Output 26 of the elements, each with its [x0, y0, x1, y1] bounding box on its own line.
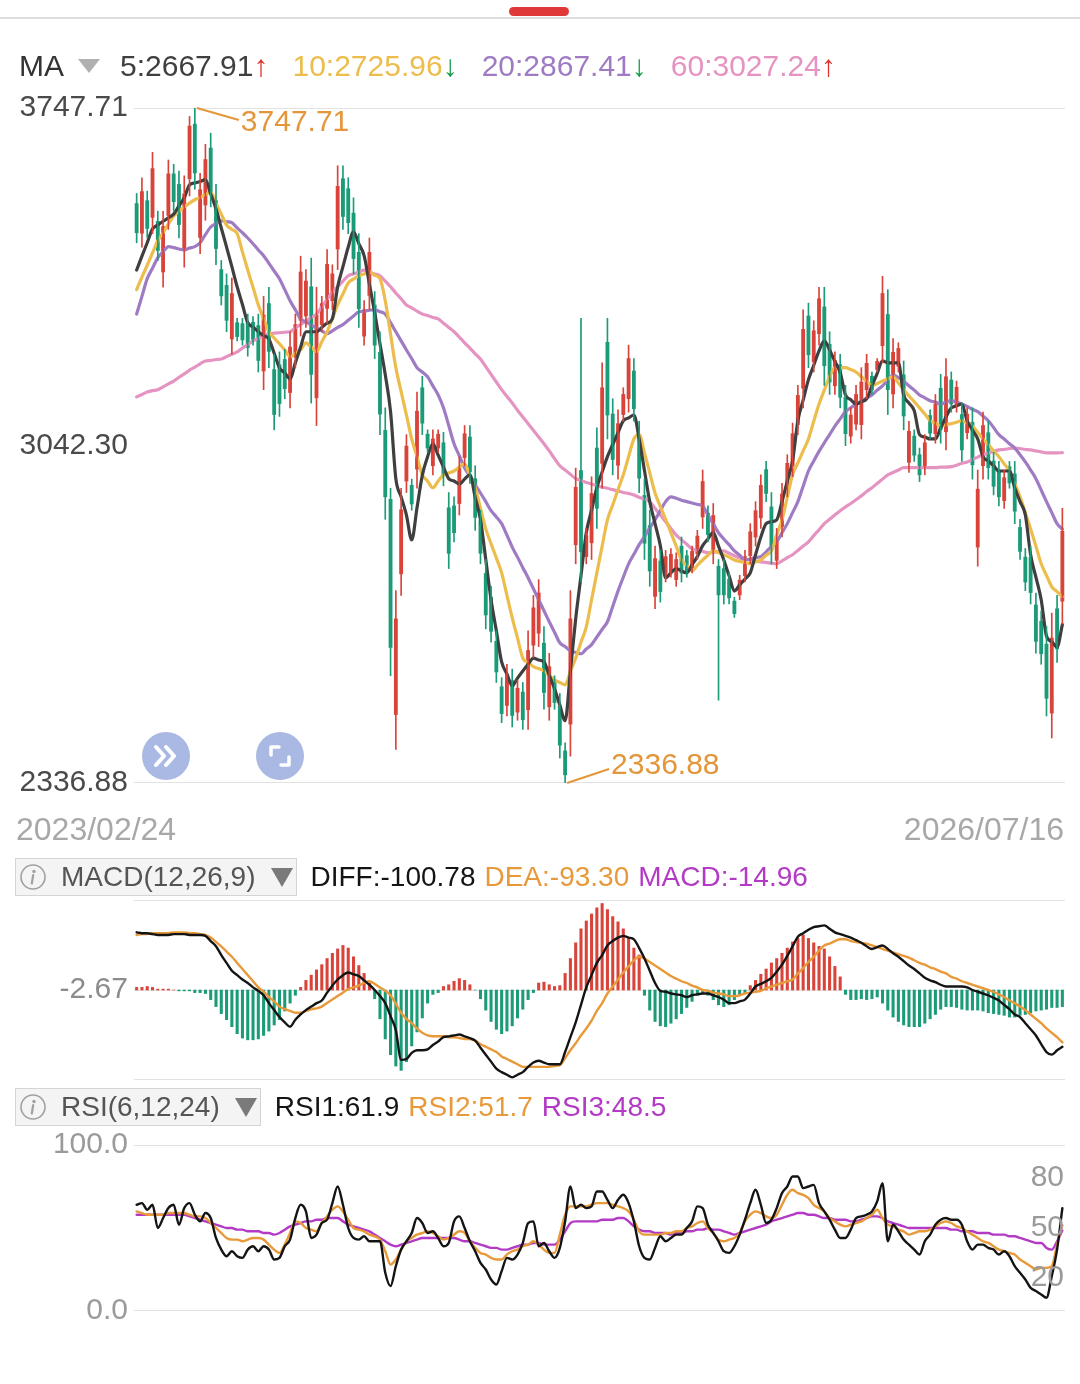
legend-title: MA — [19, 49, 64, 83]
text: 2023/02/24 — [16, 810, 177, 847]
y-tick-label: 100.0 — [52, 1126, 128, 1160]
text: 60:3027.24↑ — [670, 49, 836, 83]
text: 3747.71 — [240, 104, 350, 138]
text: DIFF:-100.78 — [310, 861, 476, 893]
text: -2.67 — [59, 971, 128, 1005]
text: 10:2725.96↓ — [292, 49, 458, 83]
legend-title: RSI(6,12,24) — [61, 1091, 220, 1123]
legend-title: MACD(12,26,9) — [61, 861, 256, 893]
text: DEA:-93.30 — [484, 861, 630, 893]
text: RSI1:61.9 — [274, 1091, 400, 1123]
y-tick-label: 0.0 — [86, 1292, 128, 1326]
text: 20:2867.41↓ — [481, 49, 647, 83]
series-label: MACD:-14.96 — [638, 861, 808, 893]
y2-tick-label: 80 — [1030, 1159, 1064, 1193]
y-tick-label: 3747.71 — [19, 89, 128, 123]
y-tick-label: 2336.88 — [19, 764, 128, 798]
text: RSI2:51.7 — [408, 1091, 533, 1123]
text: 2336.88 — [611, 747, 720, 781]
indicator-selector: MACD(12,26,9) — [15, 858, 297, 896]
y-tick-label: 3042.30 — [19, 426, 128, 460]
text: 2026/07/16 — [903, 810, 1064, 847]
indicator-selector: RSI(6,12,24) — [15, 1088, 261, 1126]
text: RSI3:48.5 — [541, 1091, 667, 1123]
text: 5:2667.91↑ — [120, 49, 269, 83]
